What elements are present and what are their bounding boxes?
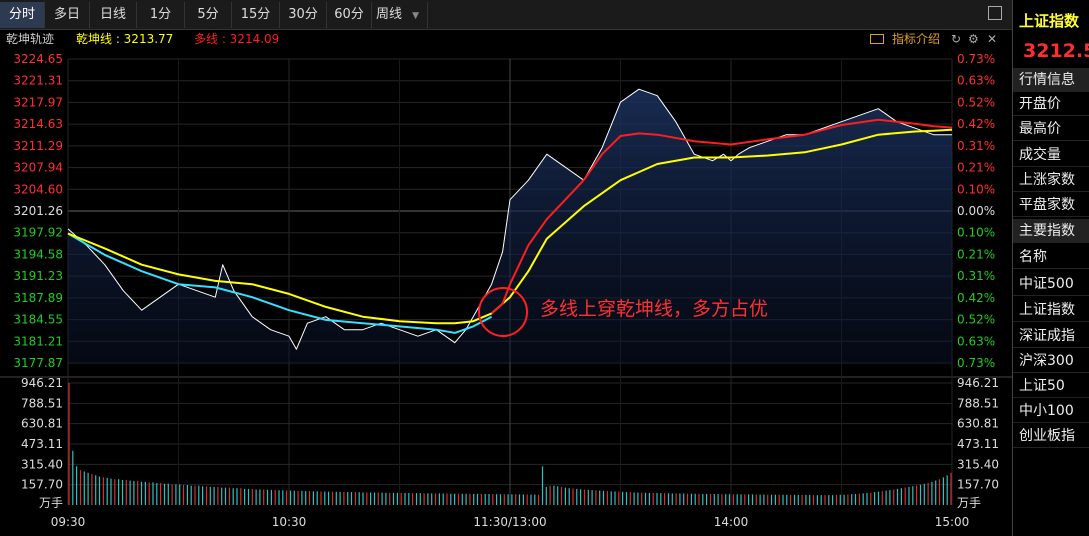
- volume-tick-label: 788.51: [957, 396, 999, 410]
- price-tick-label: 3197.92: [13, 226, 63, 240]
- price-tick-label: 3181.21: [13, 334, 63, 348]
- price-area-fill: [68, 89, 952, 363]
- tab-15min[interactable]: 15分: [232, 2, 280, 28]
- volume-tick-label: 157.70: [957, 478, 999, 492]
- panel-section-header[interactable]: 行情信息: [1013, 68, 1089, 92]
- pct-tick-label: 0.73%: [957, 356, 995, 370]
- price-tick-label: 3214.63: [13, 117, 63, 131]
- panel-item[interactable]: 创业板指: [1013, 424, 1089, 448]
- panel-item[interactable]: 成交量: [1013, 143, 1089, 167]
- pct-tick-label: 0.52%: [957, 95, 995, 109]
- indicator-intro-link[interactable]: 指标介绍: [892, 32, 941, 46]
- duoxian-line-label: 多线 : 3214.09: [194, 32, 280, 46]
- panel-item[interactable]: 名称: [1013, 245, 1089, 269]
- pct-tick-label: 0.63%: [957, 74, 995, 88]
- settings-icon[interactable]: ⚙: [968, 32, 979, 46]
- close-icon[interactable]: ✕: [987, 32, 998, 46]
- price-line: [67, 88, 952, 350]
- indicator-name[interactable]: 乾坤轨迹: [6, 32, 55, 46]
- crossover-circle: [478, 287, 528, 337]
- qiankun-line-label: 乾坤线 : 3213.77: [76, 32, 174, 46]
- volume-unit-label: 万手: [39, 496, 63, 510]
- pct-tick-label: 0.31%: [957, 139, 995, 153]
- volume-tick-label: 315.40: [957, 457, 999, 471]
- index-name: 上证指数: [1019, 12, 1080, 30]
- indicator-legend-bar: 乾坤轨迹 乾坤线 : 3213.77 多线 : 3214.09 指标介绍 ↻ ⚙…: [0, 30, 1012, 49]
- tab-rixian[interactable]: 日线: [90, 2, 137, 28]
- panel-item[interactable]: 中证500: [1013, 272, 1089, 296]
- panel-item[interactable]: 平盘家数: [1013, 193, 1089, 217]
- pct-tick-label: 0.31%: [957, 269, 995, 283]
- time-tick-label: 10:30: [272, 515, 307, 529]
- pct-tick-label: 0.63%: [957, 334, 995, 348]
- panel-item[interactable]: 沪深300: [1013, 349, 1089, 373]
- price-tick-label: 3224.65: [13, 52, 63, 66]
- panel-item[interactable]: 最高价: [1013, 117, 1089, 141]
- price-tick-label: 3177.87: [13, 356, 63, 370]
- tab-fenshi[interactable]: 分时: [0, 2, 45, 28]
- index-value: 3212.5: [1023, 40, 1089, 62]
- price-tick-label: 3217.97: [13, 95, 63, 109]
- qiankun-line: [67, 128, 953, 325]
- pct-tick-label: 0.00%: [957, 204, 995, 218]
- volume-tick-label: 788.51: [21, 396, 63, 410]
- right-info-panel: 上证指数 3212.5 行情信息 开盘价 最高价 成交量 上涨家数 平盘家数 主要指数 名称中…: [1012, 0, 1089, 536]
- tab-60min[interactable]: 60分: [327, 2, 372, 28]
- price-tick-label: 3184.55: [13, 313, 63, 327]
- price-tick-label: 3191.23: [13, 269, 63, 283]
- time-tick-label: 09:30: [51, 515, 86, 529]
- price-tick-label: 3221.31: [13, 74, 63, 88]
- volume-tick-label: 630.81: [957, 417, 999, 431]
- price-tick-label: 3207.94: [13, 161, 63, 175]
- price-tick-label: 3194.58: [13, 247, 63, 261]
- price-tick-label: 3187.89: [13, 291, 63, 305]
- panel-item[interactable]: 上证50: [1013, 374, 1089, 398]
- volume-tick-label: 315.40: [21, 457, 63, 471]
- tab-duori[interactable]: 多日: [45, 2, 90, 28]
- expand-icon[interactable]: [988, 6, 1002, 20]
- volume-tick-label: 946.21: [21, 376, 63, 390]
- price-tick-label: 3201.26: [13, 204, 63, 218]
- volume-unit-label: 万手: [957, 496, 981, 510]
- price-tick-label: 3204.60: [13, 182, 63, 196]
- chevron-down-icon: ▼: [412, 11, 420, 21]
- panel-item[interactable]: 中小100: [1013, 399, 1089, 423]
- volume-tick-label: 473.11: [957, 437, 999, 451]
- volume-tick-label: 473.11: [21, 437, 63, 451]
- time-tick-label: 14:00: [714, 515, 749, 529]
- time-tick-label: 15:00: [935, 515, 970, 529]
- panel-item[interactable]: 开盘价: [1013, 92, 1089, 116]
- average-price-line: [67, 232, 493, 334]
- crossover-annotation: 多线上穿乾坤线，多方占优: [540, 298, 768, 320]
- pct-tick-label: 0.42%: [957, 291, 995, 305]
- volume-tick-label: 630.81: [21, 417, 63, 431]
- price-tick-label: 3211.29: [13, 139, 63, 153]
- pct-tick-label: 0.52%: [957, 313, 995, 327]
- duoxian-line: [490, 118, 953, 315]
- tab-30min[interactable]: 30分: [280, 2, 327, 28]
- volume-tick-label: 946.21: [957, 376, 999, 390]
- intraday-chart[interactable]: 3224.65 3221.31 3217.97 3214.63 3211.29 3207.…: [0, 49, 1012, 536]
- pct-tick-label: 0.73%: [957, 52, 995, 66]
- refresh-icon[interactable]: ↻: [951, 32, 962, 46]
- tab-5min[interactable]: 5分: [185, 2, 232, 28]
- tab-weekly-label: 周线: [376, 7, 403, 22]
- pct-tick-label: 0.42%: [957, 117, 995, 131]
- time-tick-label: 11:30/13:00: [473, 515, 546, 529]
- period-tab-bar: 分时 多日 日线 1分 5分 15分 30分 60分 周线 ▼: [0, 0, 1012, 30]
- tab-1min[interactable]: 1分: [137, 2, 185, 28]
- panel-section-header[interactable]: 主要指数: [1013, 219, 1089, 243]
- pct-tick-label: 0.21%: [957, 247, 995, 261]
- tab-weekly-dropdown[interactable]: 周线 ▼: [372, 2, 428, 28]
- panel-item[interactable]: 上涨家数: [1013, 168, 1089, 192]
- pct-tick-label: 0.21%: [957, 161, 995, 175]
- panel-item[interactable]: 上证指数: [1013, 298, 1089, 322]
- pct-tick-label: 0.10%: [957, 182, 995, 196]
- volume-tick-label: 157.70: [21, 478, 63, 492]
- panel-item[interactable]: 深证成指: [1013, 324, 1089, 348]
- pct-tick-label: 0.10%: [957, 226, 995, 240]
- info-card-icon: [870, 34, 884, 44]
